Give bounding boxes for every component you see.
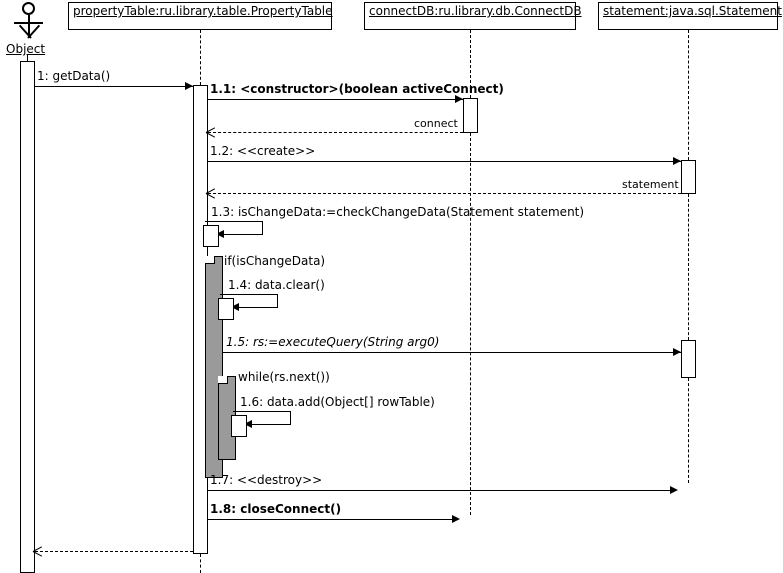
lifeline-header-propertytable[interactable]: propertyTable:ru.library.table.PropertyT… <box>68 2 334 32</box>
actor-arms-icon <box>14 22 43 24</box>
message-16-bottom-line <box>246 424 291 425</box>
destroy-marker-connectdb <box>461 510 479 528</box>
message-statement-return-arrowhead <box>206 189 215 198</box>
destroy-marker-statement <box>679 481 697 499</box>
message-17-label: 1.7: <<destroy>> <box>210 473 323 487</box>
activation-statement-create <box>681 160 696 194</box>
activation-connectdb <box>463 98 478 133</box>
message-connect-return-line <box>208 132 463 133</box>
message-13-label: 1.3: isChangeData:=checkChangeData(State… <box>211 205 585 219</box>
message-connect-return-label: connect <box>414 117 458 130</box>
lifeline-header-connectdb-label: connectDB:ru.library.db.ConnectDB <box>369 4 582 18</box>
message-connect-return-arrowhead <box>206 128 215 137</box>
lifeline-header-statement-label: statement:java.sql.Statement <box>603 4 782 18</box>
message-18-label: 1.8: closeConnect() <box>210 502 342 516</box>
message-15-arrowhead <box>673 348 681 356</box>
message-final-return-arrowhead <box>33 547 42 556</box>
lifeline-statement-low <box>688 378 689 483</box>
message-15-label: 1.5: rs:=executeQuery(String arg0) <box>226 335 440 349</box>
message-13-top-line <box>205 221 263 222</box>
activation-actor <box>20 61 35 573</box>
activation-self-13 <box>203 225 219 247</box>
lifeline-header-statement[interactable]: statement:java.sql.Statement <box>598 2 782 32</box>
message-14-label: 1.4: data.clear() <box>228 278 325 292</box>
activation-statement-executequery <box>681 340 696 378</box>
actor-label: Object <box>6 42 46 56</box>
message-statement-return-label: statement <box>622 178 679 191</box>
message-12-arrowhead <box>673 157 681 165</box>
fragment-while-fold-icon <box>218 376 228 384</box>
lifeline-statement-mid <box>688 194 689 340</box>
message-13-vert-line <box>262 221 263 234</box>
message-16-vert-line <box>290 411 291 424</box>
actor-head-icon <box>22 2 35 15</box>
lifeline-propertytable-tail <box>200 554 201 573</box>
lifeline-actor <box>27 55 28 61</box>
message-14-top-line <box>220 294 278 295</box>
message-14-bottom-line <box>233 307 278 308</box>
message-11-arrowhead <box>455 95 463 103</box>
message-13-arrowhead <box>216 230 224 238</box>
message-12-label: 1.2: <<create>> <box>210 144 316 158</box>
message-15-line <box>223 352 681 353</box>
message-1-line <box>35 86 193 87</box>
message-17-arrowhead <box>670 486 678 494</box>
message-final-return-line <box>35 551 193 552</box>
lifeline-statement <box>688 30 689 160</box>
fragment-if-fold-icon <box>205 256 215 264</box>
actor-body-icon <box>28 15 30 37</box>
lifeline-propertytable <box>200 30 201 85</box>
message-16-top-line <box>233 411 291 412</box>
message-statement-return-line <box>208 193 681 194</box>
message-17-line <box>208 490 673 491</box>
message-11-label: 1.1: <constructor>(boolean activeConnect… <box>210 82 504 96</box>
lifeline-header-connectdb[interactable]: connectDB:ru.library.db.ConnectDB <box>364 2 582 32</box>
message-18-arrowhead <box>452 515 460 523</box>
activation-self-14 <box>218 298 234 320</box>
lifeline-connectdb-mid <box>470 133 471 515</box>
lifeline-connectdb <box>470 30 471 98</box>
activation-self-16 <box>231 415 247 437</box>
message-1-arrowhead <box>185 82 193 90</box>
message-11-line <box>208 99 463 100</box>
message-14-vert-line <box>277 294 278 307</box>
message-18-line <box>208 519 455 520</box>
message-16-arrowhead <box>244 420 252 428</box>
fragment-while-label: while(rs.next()) <box>238 370 330 384</box>
lifeline-header-propertytable-label: propertyTable:ru.library.table.PropertyT… <box>73 4 333 18</box>
message-13-bottom-line <box>218 234 263 235</box>
fragment-if-label: if(isChangeData) <box>224 254 326 268</box>
message-16-label: 1.6: data.add(Object[] rowTable) <box>240 395 435 409</box>
message-12-line <box>208 161 681 162</box>
message-1-label: 1: getData() <box>37 69 111 83</box>
message-14-arrowhead <box>231 303 239 311</box>
